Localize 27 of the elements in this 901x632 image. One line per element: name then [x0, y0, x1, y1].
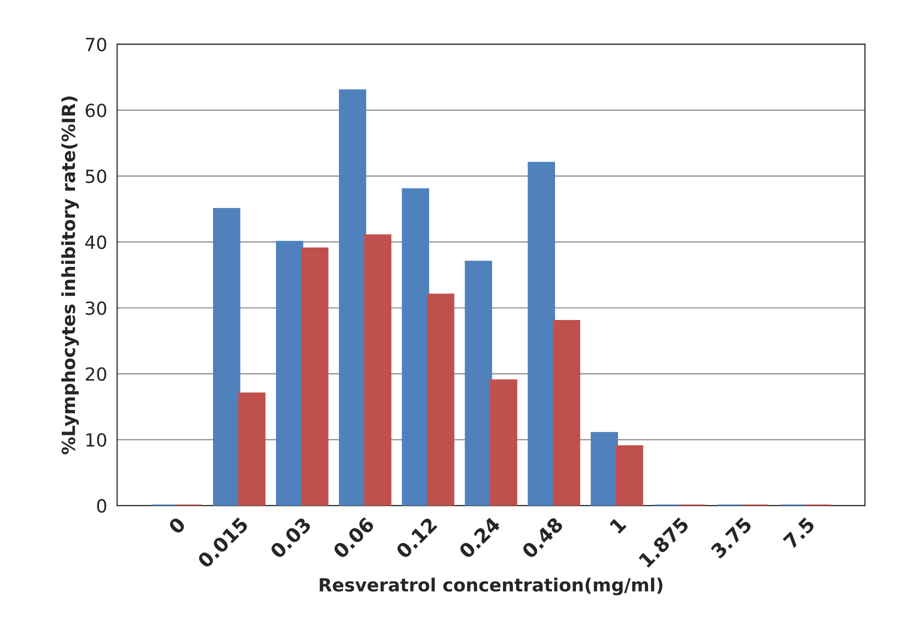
- y-tick-label: 70: [86, 38, 106, 52]
- bar: [552, 320, 580, 506]
- y-tick-label: 20: [86, 367, 106, 381]
- bar: [276, 240, 304, 506]
- y-tick-label: 40: [85, 235, 106, 250]
- bar: [528, 162, 556, 506]
- bar: [338, 89, 366, 506]
- bar: [364, 234, 392, 506]
- bar: [490, 379, 518, 506]
- x-tick-label: 1: [609, 516, 626, 534]
- bar: [238, 392, 266, 506]
- bar: [402, 188, 430, 506]
- y-tick-label: 10: [86, 433, 106, 447]
- bar: [301, 248, 328, 506]
- x-axis-title: Resveratrol concentration(mg/ml): [320, 578, 662, 596]
- bar: [213, 208, 240, 506]
- bar: [590, 432, 618, 506]
- y-tick-label: 50: [86, 170, 106, 184]
- y-tick-label: 60: [86, 104, 106, 118]
- x-tick-label: 7.5: [782, 516, 816, 550]
- bar: [427, 294, 454, 506]
- x-tick-label: 0: [168, 516, 186, 535]
- bar: [464, 260, 492, 506]
- y-tick-label: 0: [97, 499, 106, 513]
- bar: [616, 445, 644, 506]
- y-axis-title: %Lymphocytes inhibitory rate(%IR): [61, 96, 79, 454]
- y-tick-label: 30: [86, 301, 106, 315]
